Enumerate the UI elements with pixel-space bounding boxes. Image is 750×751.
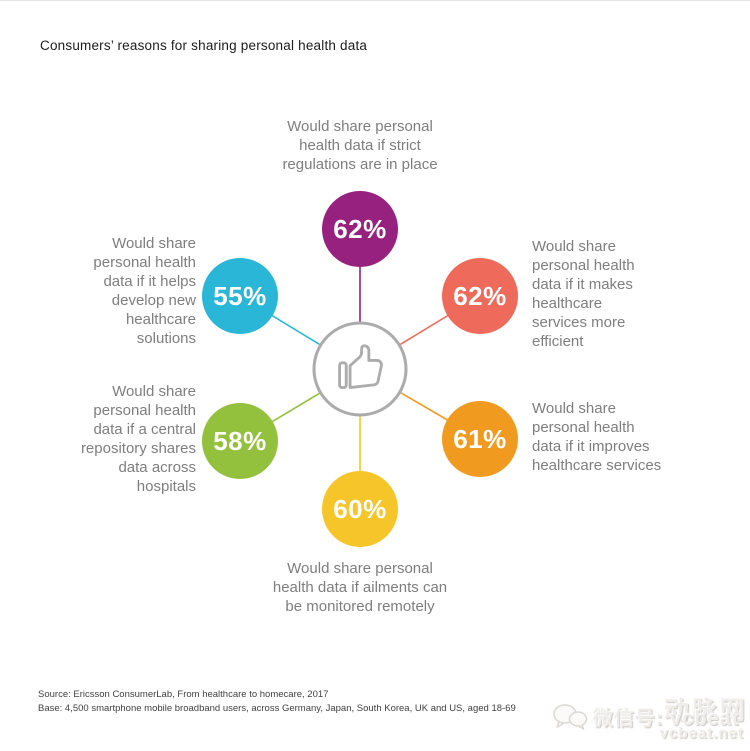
label-services-efficient: Would share personal health data if it m…: [532, 238, 635, 350]
watermark: 动脉网 微信号: vcbeat vcbeat.net: [552, 691, 750, 749]
label-central-repository: Would share personal health data if a ce…: [80, 383, 196, 495]
footnotes: Source: Ericsson ConsumerLab, From healt…: [38, 688, 516, 715]
chart-title: Consumers’ reasons for sharing personal …: [40, 38, 368, 53]
bubble-develop-solutions: 55%: [202, 258, 278, 334]
center-hub-circle: [312, 321, 408, 417]
percent-value: 55%: [213, 280, 267, 311]
bubble-central-repository: 58%: [202, 403, 278, 479]
vcbeat-logo-text: 动脉网: [663, 697, 748, 725]
vcbeat-site-text: vcbeat.net: [659, 725, 744, 742]
percent-value: 60%: [333, 493, 387, 524]
percent-value: 62%: [333, 213, 387, 244]
source-line: Source: Ericsson ConsumerLab, From healt…: [38, 689, 329, 700]
bubble-services-efficient: 62%: [442, 258, 518, 334]
label-monitored-remotely: Would share personal health data if ailm…: [272, 560, 448, 615]
label-develop-solutions: Would share personal health data if it h…: [93, 235, 196, 347]
bubble-monitored-remotely: 60%: [322, 471, 398, 547]
percent-value: 62%: [453, 280, 507, 311]
base-line: Base: 4,500 smartphone mobile broadband …: [38, 702, 516, 714]
percent-value: 58%: [213, 425, 267, 456]
wechat-id-text: 微信号: vcbeat: [593, 708, 740, 730]
label-strict-regulations: Would share personal health data if stri…: [282, 118, 438, 173]
label-improves-services: Would share personal health data if it i…: [532, 400, 662, 474]
percent-value: 61%: [453, 423, 507, 454]
thumbs-up-icon: [338, 344, 383, 389]
wechat-icon: [553, 703, 588, 730]
bubble-improves-services: 61%: [442, 401, 518, 477]
bubble-strict-regulations: 62%: [322, 191, 398, 267]
